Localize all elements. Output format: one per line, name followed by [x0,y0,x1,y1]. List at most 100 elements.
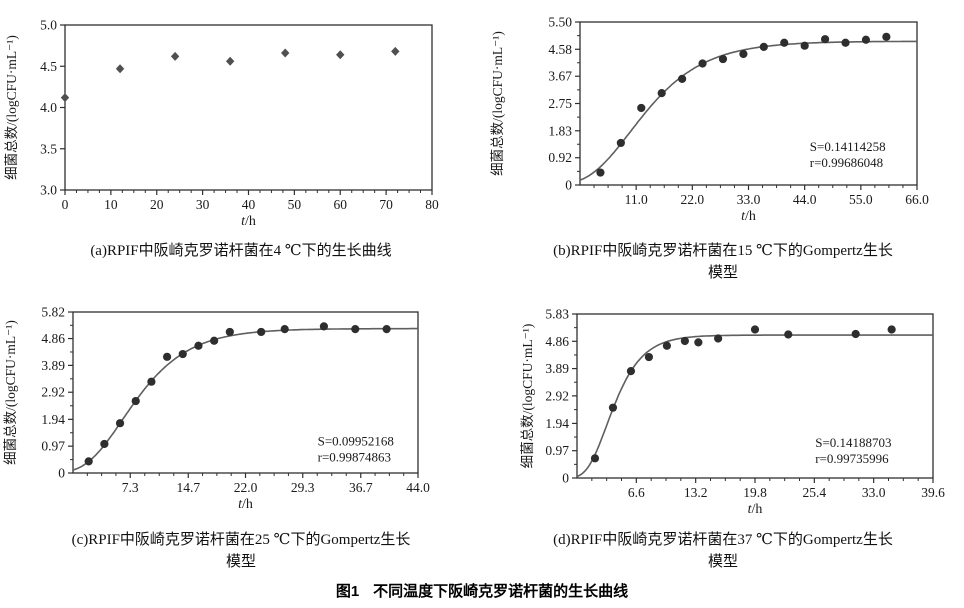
data-point-circle [225,327,234,337]
data-point-circle [714,334,723,343]
chart-a-growth-curve-4c: 3.0 3.5 4.0 4.5 5.0 0 10 20 30 40 50 60 70 80 t/h 细菌总数/… [4,18,439,230]
fit-s-value: S=0.14188703 [815,435,891,450]
caption-c-line2: 模型 [225,554,256,570]
y-tick-label: 4.86 [41,331,65,346]
y-tick-label: 4.58 [548,42,572,57]
y-tick-label: 4.0 [40,100,57,115]
data-point-circle [759,42,768,51]
chart-b-container: 0 0.92 1.83 2.75 3.67 4.58 5.50 11.0 22.0 33.0 44.… [482,0,964,235]
x-tick-label: 36.7 [349,480,373,495]
gompertz-fit-curve [579,40,917,181]
x-tick-label: 13.2 [684,485,708,500]
x-tick-label: 10 [104,197,118,212]
x-tick-label: 22.0 [681,192,705,207]
data-point-circle [626,367,636,376]
data-point-circle [596,168,605,177]
y-tick-label: 2.92 [41,385,65,400]
data-point-circle [131,396,140,406]
y-axis-label: 细菌总数/(logCFU·mL⁻¹) [520,324,535,469]
y-tick-label: 4.86 [545,334,569,349]
data-point-circle [590,454,600,463]
y-tick-label: 3.67 [548,69,572,84]
x-tick-label: 25.4 [803,485,827,500]
x-tick-label: 66.0 [905,192,929,207]
y-axis: 0 0.97 1.94 2.92 3.89 4.86 5.83 [545,307,577,486]
x-tick-label: 7.3 [122,480,139,495]
data-point-circle [84,457,93,466]
data-points [590,325,896,463]
data-point-circle [351,325,360,334]
y-tick-label: 1.83 [548,123,572,138]
y-tick-label: 0.97 [545,443,569,458]
y-tick-label: 1.94 [545,416,569,431]
y-tick-label: 0.97 [41,439,65,454]
y-tick-label: 0.92 [548,150,572,165]
data-point-circle [662,341,671,350]
data-point-circle [382,325,391,334]
y-axis-label: 细菌总数/(logCFU·mL⁻¹) [4,35,19,180]
x-axis: 7.3 14.7 22.0 29.3 36.7 44.0 [86,473,430,495]
data-point-circle [784,330,793,339]
caption-c: (c)RPIF中阪崎克罗诺杆菌在25 ℃下的Gompertz生长 模型 [0,529,482,573]
data-point-circle [257,327,266,337]
chart-d-gompertz-37c: 0 0.97 1.94 2.92 3.89 4.86 5.83 6.6 13.2 19.8 25.4… [520,307,945,518]
data-point-circle [657,89,666,98]
data-point-circle [887,325,896,334]
x-tick-label: 60 [334,197,348,212]
data-point-diamond [336,50,345,60]
x-tick-label: 39.6 [921,485,945,500]
y-tick-label: 3.5 [40,141,57,156]
x-tick-label: 20 [150,197,164,212]
data-point-circle [100,439,109,449]
y-tick-label: 5.0 [40,18,57,33]
data-point-circle [882,32,891,41]
data-point-circle [162,352,172,361]
x-axis: 0 10 20 30 40 50 60 70 80 [62,190,439,212]
chart-a-container: 3.0 3.5 4.0 4.5 5.0 0 10 20 30 40 50 60 70 80 t/h 细菌总数/… [0,0,482,235]
chart-c-container: 0 0.97 1.94 2.92 3.89 4.86 5.82 7.3 14.7 22.0 29.3… [0,300,482,535]
x-axis-label: t/h [748,502,763,517]
y-tick-label: 5.82 [41,305,65,320]
data-point-circle [851,329,860,339]
y-tick-label: 2.75 [548,96,572,111]
x-tick-label: 22.0 [234,480,258,495]
data-point-diamond [60,93,70,103]
data-points [60,46,400,103]
y-axis: 3.0 3.5 4.0 4.5 5.0 [40,18,65,198]
caption-c-line1: (c)RPIF中阪崎克罗诺杆菌在25 ℃下的Gompertz生长 [71,532,411,548]
fit-r-value: r=0.99735996 [815,451,889,466]
data-point-circle [750,325,760,334]
data-point-circle [319,322,329,331]
x-axis: 11.0 22.0 33.0 44.0 55.0 66.0 [593,185,929,207]
y-tick-label: 2.92 [545,388,569,403]
y-tick-label: 4.5 [40,59,57,74]
y-tick-label: 1.94 [41,412,65,427]
x-axis: 6.6 13.2 19.8 25.4 33.0 39.6 [591,478,945,500]
y-tick-label: 3.89 [41,358,65,373]
data-points [596,32,891,177]
caption-a-line1: (a)RPIF中阪崎克罗诺杆菌在4 ℃下的生长曲线 [90,243,392,259]
data-point-circle [800,41,809,50]
gompertz-fit-curve [72,327,418,471]
y-axis-label: 细菌总数/(logCFU·mL⁻¹) [490,31,505,176]
caption-d-line1: (d)RPIF中阪崎克罗诺杆菌在37 ℃下的Gompertz生长 [553,532,893,548]
data-point-circle [698,59,707,68]
x-tick-label: 14.7 [176,480,200,495]
chart-b-gompertz-15c: 0 0.92 1.83 2.75 3.67 4.58 5.50 11.0 22.0 33.0 44.… [490,15,929,225]
y-tick-label: 3.0 [40,183,57,198]
caption-d: (d)RPIF中阪崎克罗诺杆菌在37 ℃下的Gompertz生长 模型 [482,529,964,573]
x-tick-label: 30 [196,197,210,212]
caption-b-line2: 模型 [707,265,738,281]
caption-b-line1: (b)RPIF中阪崎克罗诺杆菌在15 ℃下的Gompertz生长 [553,243,893,259]
fit-s-value: S=0.09952168 [318,433,394,448]
fit-r-value: r=0.99686048 [810,155,883,170]
x-axis-label: t/h [241,214,256,229]
caption-b: (b)RPIF中阪崎克罗诺杆菌在15 ℃下的Gompertz生长 模型 [482,240,964,284]
caption-d-line2: 模型 [707,554,738,570]
data-point-circle [780,38,789,47]
data-point-circle [194,341,203,350]
